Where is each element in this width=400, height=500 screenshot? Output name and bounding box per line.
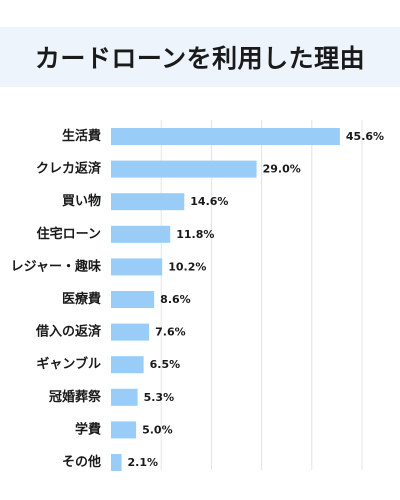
value-label-0: 45.6% [346, 130, 384, 143]
bar-2 [111, 193, 185, 211]
category-label-8: 冠婚葬祭 [49, 389, 102, 405]
bar-6 [111, 323, 150, 341]
value-label-8: 5.3% [144, 391, 175, 404]
bar-5 [111, 291, 155, 308]
chart-title: カードローンを利用した理由 [34, 44, 366, 73]
bar-1 [111, 160, 257, 178]
category-label-1: クレカ返済 [36, 161, 102, 177]
value-label-4: 10.2% [168, 260, 206, 273]
category-label-6: 借入の返済 [35, 324, 102, 340]
category-label-10: その他 [62, 454, 101, 470]
bar-10 [111, 454, 122, 471]
title-band: カードローンを利用した理由 [0, 27, 400, 87]
bar-8 [111, 388, 138, 406]
category-label-5: 医療費 [62, 291, 101, 307]
bar-7 [111, 356, 144, 374]
value-label-6: 7.6% [155, 326, 186, 339]
value-label-2: 14.6% [190, 195, 228, 208]
category-label-3: 住宅ローン [37, 226, 101, 242]
category-label-2: 買い物 [62, 193, 101, 209]
value-label-10: 2.1% [128, 456, 159, 469]
bar-4 [111, 258, 163, 276]
category-label-9: 学費 [75, 421, 101, 437]
category-label-4: レジャー・趣味 [11, 258, 101, 274]
bar-0 [111, 128, 340, 145]
category-label-0: 生活費 [62, 128, 101, 144]
value-label-9: 5.0% [142, 423, 173, 436]
value-label-5: 8.6% [160, 293, 191, 306]
value-label-7: 6.5% [150, 358, 181, 371]
category-label-7: ギャンブル [36, 356, 101, 372]
value-label-3: 11.8% [176, 228, 214, 241]
value-label-1: 29.0% [263, 163, 301, 176]
bar-9 [111, 421, 137, 439]
bar-3 [111, 225, 171, 243]
